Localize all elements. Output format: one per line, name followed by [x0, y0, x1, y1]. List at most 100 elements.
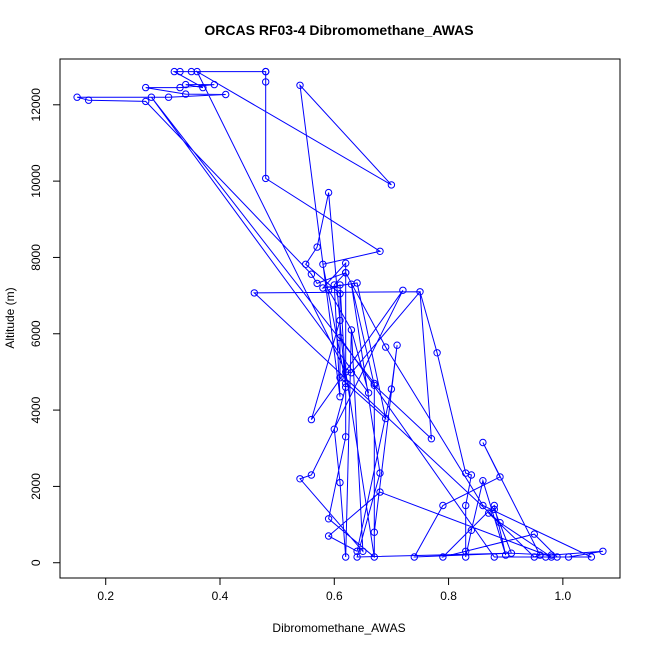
- data-point: [530, 530, 538, 538]
- x-tick-label: 0.8: [440, 589, 457, 603]
- chart-title: ORCAS RF03-4 Dibromomethane_AWAS: [204, 22, 473, 38]
- data-point: [342, 553, 350, 561]
- data-point: [387, 385, 396, 393]
- data-point: [399, 286, 407, 294]
- data-point: [370, 553, 378, 561]
- data-point: [296, 475, 304, 483]
- y-axis-label: Altitude (m): [3, 287, 17, 348]
- y-tick-label: 12000: [29, 88, 43, 122]
- data-point: [336, 478, 344, 487]
- data-point: [347, 280, 356, 288]
- data-point: [262, 174, 270, 183]
- data-point: [296, 81, 304, 90]
- x-tick-label: 0.4: [212, 589, 229, 603]
- data-point: [467, 471, 476, 479]
- series-line: [76, 70, 603, 559]
- x-tick-label: 0.2: [97, 589, 114, 603]
- data-point: [496, 473, 504, 481]
- data-point: [462, 553, 470, 561]
- data-point: [490, 501, 498, 510]
- data-point: [462, 547, 470, 555]
- data-point: [262, 78, 270, 86]
- data-point: [370, 381, 378, 389]
- x-axis: 0.2 0.4 0.6 0.8 1.0: [97, 578, 572, 603]
- data-point: [353, 547, 361, 555]
- data-point: [324, 515, 333, 523]
- data-point: [182, 90, 190, 98]
- data-point: [336, 374, 344, 382]
- data-point: [439, 553, 447, 561]
- data-point: [347, 369, 356, 377]
- data-point: [250, 289, 259, 297]
- data-point: [142, 83, 150, 92]
- data-point: [313, 243, 321, 251]
- data-point: [307, 471, 316, 479]
- data-point: [176, 67, 184, 76]
- data-point: [553, 553, 561, 561]
- data-point: [370, 528, 378, 536]
- data-point: [164, 93, 173, 101]
- data-point: [262, 67, 270, 76]
- data-point: [313, 279, 321, 288]
- data-point: [176, 83, 184, 92]
- data-point: [382, 414, 390, 423]
- data-point: [342, 383, 350, 391]
- data-point: [496, 519, 504, 527]
- data-point: [370, 379, 378, 388]
- data-point: [199, 83, 207, 92]
- data-point: [364, 389, 373, 397]
- data-point: [484, 509, 493, 517]
- data-point: [210, 80, 219, 89]
- data-point: [599, 547, 607, 555]
- x-tick-label: 0.6: [326, 589, 343, 603]
- data-point: [433, 349, 441, 357]
- data-point: [382, 343, 390, 351]
- data-point: [336, 281, 344, 289]
- data-point: [393, 341, 401, 349]
- data-point: [353, 553, 361, 561]
- y-tick-label: 0: [29, 559, 43, 566]
- data-point: [319, 260, 327, 268]
- data-point: [182, 80, 190, 89]
- data-point: [342, 368, 350, 376]
- data-point: [342, 259, 350, 267]
- y-tick-label: 6000: [29, 320, 43, 347]
- y-axis: 0 2000 4000 6000 8000 10000 12000: [29, 88, 60, 566]
- plot-frame: [59, 58, 621, 579]
- data-point: [507, 549, 516, 557]
- data-point: [342, 379, 350, 388]
- series-lines: [76, 70, 603, 559]
- data-point: [490, 505, 498, 513]
- data-point: [330, 425, 338, 433]
- x-axis-label: Dibromomethane_AWAS: [272, 621, 405, 635]
- data-point: [307, 415, 316, 424]
- data-point: [302, 260, 310, 268]
- data-point: [410, 553, 418, 561]
- data-point: [353, 279, 361, 287]
- y-tick-label: 8000: [29, 244, 43, 271]
- data-point: [324, 188, 333, 197]
- data-point: [147, 93, 156, 101]
- data-point: [479, 501, 487, 510]
- data-point: [347, 326, 356, 334]
- data-point: [324, 532, 333, 540]
- data-point: [376, 469, 384, 477]
- data-point: [84, 96, 93, 104]
- data-point: [307, 270, 316, 278]
- data-point: [376, 488, 384, 496]
- data-point: [336, 290, 344, 298]
- data-point: [359, 547, 367, 555]
- data-point: [324, 286, 333, 294]
- data-point: [342, 269, 350, 277]
- data-point: [336, 316, 344, 325]
- data-point: [142, 97, 150, 106]
- data-point: [439, 501, 447, 510]
- data-point: [73, 93, 81, 101]
- data-point: [479, 438, 487, 447]
- y-tick-label: 2000: [29, 473, 43, 500]
- data-point: [547, 553, 556, 561]
- data-point: [467, 526, 476, 534]
- data-point: [416, 288, 424, 296]
- series-points: [73, 67, 607, 561]
